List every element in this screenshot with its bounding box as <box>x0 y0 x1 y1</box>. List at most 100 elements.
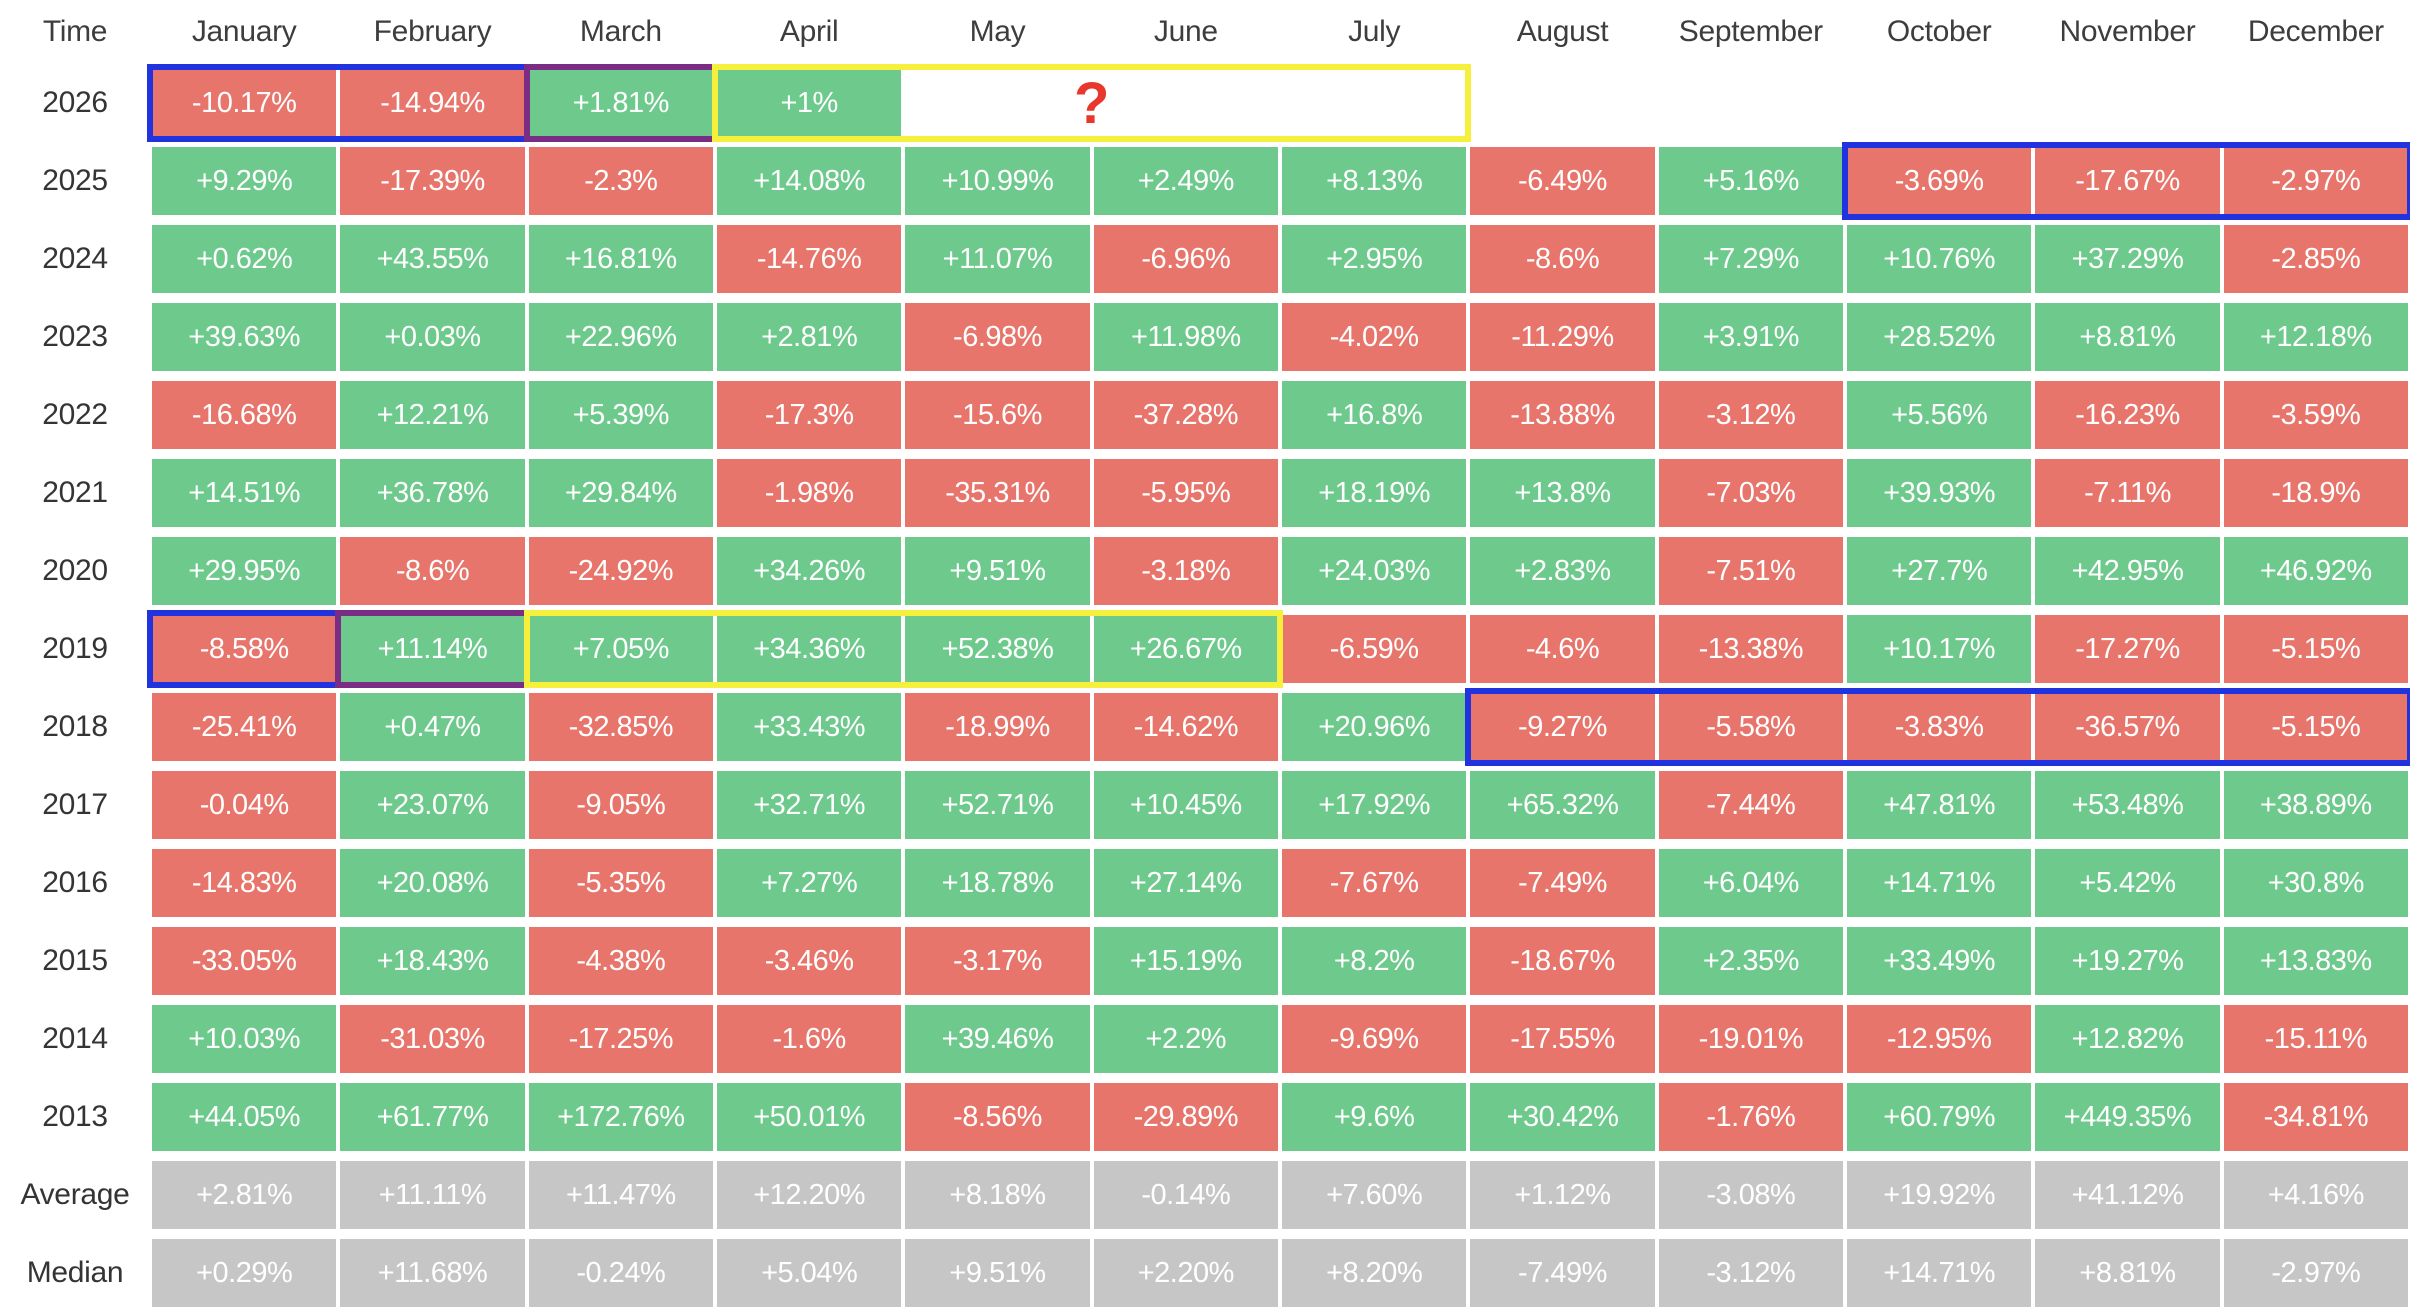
cell-median-august: -7.49% <box>1470 1239 1655 1307</box>
cell-2016-march: -5.35% <box>528 849 713 917</box>
cell-2018-march: -32.85% <box>528 693 713 761</box>
cell-2023-march: +22.96% <box>528 303 713 371</box>
cell-2016-november: +5.42% <box>2035 849 2220 917</box>
month-header-october: October <box>1886 15 1992 48</box>
cell-2022-september: -3.12% <box>1658 381 1843 449</box>
cell-2022-january: -16.68% <box>152 381 337 449</box>
cell-2025-july: +8.13% <box>1281 147 1467 215</box>
cell-2021-july: +18.19% <box>1281 459 1467 527</box>
cell-2021-september: -7.03% <box>1658 459 1843 527</box>
cell-2026-august <box>1470 69 1654 137</box>
cell-2017-september: -7.44% <box>1658 771 1843 839</box>
cell-2017-april: +32.71% <box>716 771 902 839</box>
month-header-september: September <box>1678 15 1823 48</box>
row-label-average: Average <box>20 1178 130 1211</box>
cell-2021-march: +29.84% <box>528 459 713 527</box>
cell-2021-january: +14.51% <box>152 459 337 527</box>
cell-2024-may: +11.07% <box>905 225 1090 293</box>
cell-2016-april: +7.27% <box>716 849 902 917</box>
cell-2025-august: -6.49% <box>1470 147 1655 215</box>
cell-2018-july: +20.96% <box>1281 693 1467 761</box>
cell-median-may: +9.51% <box>905 1239 1090 1307</box>
cell-2025-may: +10.99% <box>905 147 1090 215</box>
cell-2019-december: -5.15% <box>2223 615 2408 683</box>
row-label-2026: 2026 <box>42 86 108 119</box>
row-label-2018: 2018 <box>42 710 108 743</box>
cell-2014-november: +12.82% <box>2035 1005 2220 1073</box>
cell-2025-march: -2.3% <box>528 147 713 215</box>
cell-2017-march: -9.05% <box>528 771 713 839</box>
cell-2013-october: +60.79% <box>1846 1083 2032 1151</box>
cell-2013-june: -29.89% <box>1093 1083 1278 1151</box>
cell-2026-november <box>2035 69 2219 137</box>
month-header-august: August <box>1516 15 1609 48</box>
cell-2025-january: +9.29% <box>152 147 337 215</box>
cell-2015-january: -33.05% <box>152 927 337 995</box>
cell-2015-april: -3.46% <box>716 927 902 995</box>
cell-2014-june: +2.2% <box>1093 1005 1278 1073</box>
cell-2026-april: +1% <box>716 69 902 137</box>
cell-average-august: +1.12% <box>1470 1161 1655 1229</box>
corner-label: Time <box>42 15 108 48</box>
cell-2019-june: +26.67% <box>1093 615 1278 683</box>
cell-2022-march: +5.39% <box>528 381 713 449</box>
cell-median-october: +14.71% <box>1846 1239 2032 1307</box>
cell-2017-november: +53.48% <box>2035 771 2220 839</box>
cell-2020-december: +46.92% <box>2223 537 2408 605</box>
cell-2025-october: -3.69% <box>1846 147 2032 215</box>
cell-average-january: +2.81% <box>152 1161 337 1229</box>
cell-2018-november: -36.57% <box>2035 693 2220 761</box>
row-label-2025: 2025 <box>42 164 108 197</box>
cell-2015-september: +2.35% <box>1658 927 1843 995</box>
cell-median-january: +0.29% <box>152 1239 337 1307</box>
cell-average-march: +11.47% <box>528 1161 713 1229</box>
cell-2014-october: -12.95% <box>1846 1005 2032 1073</box>
cell-2021-february: +36.78% <box>340 459 525 527</box>
cell-2016-august: -7.49% <box>1470 849 1655 917</box>
cell-2018-february: +0.47% <box>340 693 525 761</box>
cell-2015-october: +33.49% <box>1846 927 2032 995</box>
cell-2013-may: -8.56% <box>905 1083 1090 1151</box>
cell-2023-september: +3.91% <box>1658 303 1843 371</box>
cell-2019-july: -6.59% <box>1281 615 1467 683</box>
cell-2019-september: -13.38% <box>1658 615 1843 683</box>
cell-average-october: +19.92% <box>1846 1161 2032 1229</box>
cell-2017-august: +65.32% <box>1470 771 1655 839</box>
cell-2018-june: -14.62% <box>1093 693 1278 761</box>
cell-2022-june: -37.28% <box>1093 381 1278 449</box>
cell-2021-november: -7.11% <box>2035 459 2220 527</box>
cell-2015-june: +15.19% <box>1093 927 1278 995</box>
cell-median-april: +5.04% <box>716 1239 902 1307</box>
cell-2014-april: -1.6% <box>716 1005 902 1073</box>
cell-2016-october: +14.71% <box>1846 849 2032 917</box>
cell-2022-october: +5.56% <box>1846 381 2032 449</box>
cell-2020-june: -3.18% <box>1093 537 1278 605</box>
month-header-november: November <box>2059 15 2196 48</box>
cell-2013-august: +30.42% <box>1470 1083 1655 1151</box>
cell-median-december: -2.97% <box>2223 1239 2408 1307</box>
cell-2026-july <box>1282 69 1466 137</box>
cell-2026-june <box>1094 69 1278 137</box>
cell-2023-november: +8.81% <box>2035 303 2220 371</box>
cell-2019-may: +52.38% <box>905 615 1090 683</box>
cell-2025-december: -2.97% <box>2223 147 2408 215</box>
cell-2019-january: -8.58% <box>152 615 337 683</box>
cell-2018-january: -25.41% <box>152 693 337 761</box>
cell-2024-april: -14.76% <box>716 225 902 293</box>
cell-2024-august: -8.6% <box>1470 225 1655 293</box>
cell-average-december: +4.16% <box>2223 1161 2408 1229</box>
cell-2015-august: -18.67% <box>1470 927 1655 995</box>
cell-2013-february: +61.77% <box>340 1083 525 1151</box>
cell-average-november: +41.12% <box>2035 1161 2220 1229</box>
row-label-2022: 2022 <box>42 398 108 431</box>
cell-2021-october: +39.93% <box>1846 459 2032 527</box>
cell-2022-february: +12.21% <box>340 381 525 449</box>
cell-2026-march: +1.81% <box>528 69 713 137</box>
cell-2016-may: +18.78% <box>905 849 1090 917</box>
cell-2023-april: +2.81% <box>716 303 902 371</box>
cell-median-november: +8.81% <box>2035 1239 2220 1307</box>
cell-2014-december: -15.11% <box>2223 1005 2408 1073</box>
cell-2023-january: +39.63% <box>152 303 337 371</box>
